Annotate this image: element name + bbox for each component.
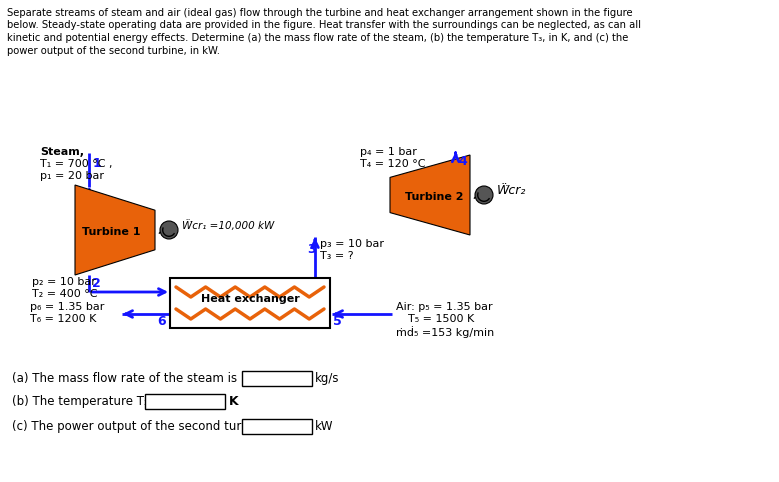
Text: Separate streams of steam and air (ideal gas) flow through the turbine and heat : Separate streams of steam and air (ideal… <box>7 8 633 18</box>
Bar <box>242 371 312 386</box>
Text: T₂ = 400 °C: T₂ = 400 °C <box>32 289 97 299</box>
Text: (b) The temperature T₃=: (b) The temperature T₃= <box>12 395 159 408</box>
Text: (a) The mass flow rate of the steam is: (a) The mass flow rate of the steam is <box>12 372 237 385</box>
Text: T₁ = 700 °C ,: T₁ = 700 °C , <box>40 159 112 169</box>
Text: Turbine 1: Turbine 1 <box>82 227 140 237</box>
Text: p₁ = 20 bar: p₁ = 20 bar <box>40 171 104 181</box>
Circle shape <box>160 221 178 239</box>
Text: kW: kW <box>315 420 333 433</box>
Polygon shape <box>75 185 155 275</box>
Text: T₆ = 1200 K: T₆ = 1200 K <box>30 314 97 324</box>
Text: below. Steady-state operating data are provided in the figure. Heat transfer wit: below. Steady-state operating data are p… <box>7 21 641 30</box>
Text: K: K <box>229 395 238 408</box>
Text: 1: 1 <box>93 157 101 170</box>
Polygon shape <box>390 155 470 235</box>
Text: power output of the second turbine, in kW.: power output of the second turbine, in k… <box>7 45 220 55</box>
Circle shape <box>475 186 493 204</box>
Text: (c) The power output of the second turbine is: (c) The power output of the second turbi… <box>12 420 280 433</box>
Text: 3: 3 <box>307 243 315 256</box>
Bar <box>170 278 330 328</box>
Text: 4: 4 <box>459 155 467 168</box>
Text: ṁḋ₅ =153 kg/min: ṁḋ₅ =153 kg/min <box>396 326 494 338</box>
Text: Ẅ̇cr₁ =10,000 kW: Ẅ̇cr₁ =10,000 kW <box>182 221 274 231</box>
Text: 2: 2 <box>93 277 101 290</box>
Text: 5: 5 <box>333 315 342 328</box>
Text: Air: p₅ = 1.35 bar: Air: p₅ = 1.35 bar <box>396 302 492 312</box>
Text: kinetic and potential energy effects. Determine (a) the mass flow rate of the st: kinetic and potential energy effects. De… <box>7 33 629 43</box>
Text: p₃ = 10 bar: p₃ = 10 bar <box>320 239 384 249</box>
Text: 6: 6 <box>157 315 166 328</box>
Text: kg/s: kg/s <box>315 372 340 385</box>
Text: p₂ = 10 bar: p₂ = 10 bar <box>32 277 96 287</box>
Text: T₄ = 120 °C: T₄ = 120 °C <box>360 159 425 169</box>
Text: T₃ = ?: T₃ = ? <box>320 251 354 261</box>
Text: Steam,: Steam, <box>40 147 84 157</box>
Text: T₅ = 1500 K: T₅ = 1500 K <box>408 314 474 324</box>
Bar <box>242 419 312 434</box>
Text: Ẅ̇cr₂: Ẅ̇cr₂ <box>497 185 527 198</box>
Bar <box>145 394 225 409</box>
Text: Turbine 2: Turbine 2 <box>405 192 464 202</box>
Text: p₆ = 1.35 bar: p₆ = 1.35 bar <box>30 302 104 312</box>
Text: Heat exchanger: Heat exchanger <box>201 294 299 304</box>
Text: p₄ = 1 bar: p₄ = 1 bar <box>360 147 417 157</box>
